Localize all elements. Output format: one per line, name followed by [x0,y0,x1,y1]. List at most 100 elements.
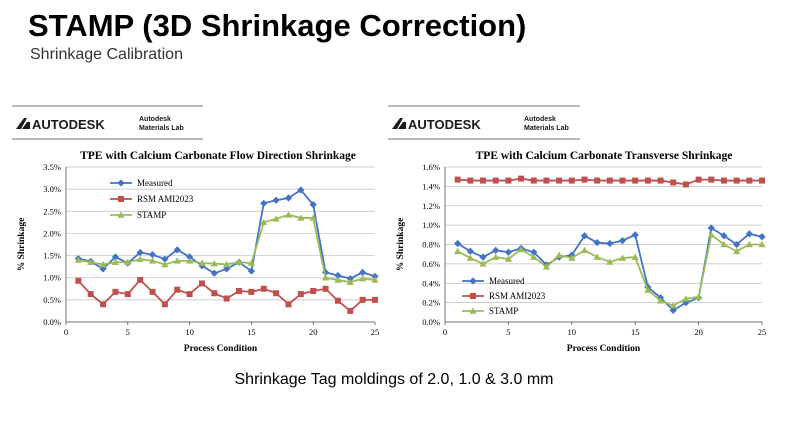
data-point [285,301,292,308]
data-point [644,177,651,184]
data-point [210,259,218,267]
data-point [543,177,550,184]
y-tick-label: 1.0% [43,273,61,283]
data-point [708,176,715,183]
legend-label: STAMP [137,210,166,220]
chart-title: TPE with Calcium Carbonate Flow Directio… [80,150,356,162]
data-point [632,177,639,184]
y-tick-label: 0.0% [422,317,440,327]
data-point [198,259,206,266]
data-point [334,297,341,304]
legend-marker [117,211,125,218]
y-tick-label: 0.4% [422,278,440,288]
autodesk-logo-icon-part [398,122,406,129]
data-point [656,297,665,304]
autodesk-logo-icon-part [22,122,30,129]
y-tick-label: 1.6% [422,162,440,172]
data-point [657,177,664,184]
data-point [542,263,551,270]
data-point [454,247,462,255]
x-tick-label: 25 [371,327,380,337]
legend-marker [469,277,477,285]
data-point [568,177,575,184]
logo-block-right: AUTODESK Autodesk Materials Lab [388,105,580,140]
data-point [161,301,168,308]
data-point [580,232,589,240]
data-point [297,214,305,221]
data-point [247,267,255,275]
data-point [174,286,181,293]
data-point [454,239,462,248]
x-tick-label: 5 [126,327,130,337]
materials-lab-line1: Autodesk [139,116,171,123]
data-point [371,276,379,283]
data-point [100,301,107,308]
data-point [479,253,487,261]
data-point [260,285,267,292]
data-point [530,248,538,256]
data-point [695,293,703,300]
data-point [346,278,354,285]
data-point [137,276,144,283]
y-tick-label: 0.6% [422,259,440,269]
data-point [454,176,461,183]
data-point [759,177,765,184]
data-point [235,258,243,266]
slide-caption: Shrinkage Tag moldings of 2.0, 1.0 & 3.0… [234,371,554,388]
data-point [492,253,500,260]
data-point [517,245,525,253]
data-point [309,214,317,221]
data-point [733,177,740,184]
data-point [682,295,690,302]
data-point [504,255,512,262]
data-point [87,258,95,266]
x-tick-label: 5 [506,327,510,337]
x-axis-label: Process Condition [567,344,641,354]
data-point [198,280,205,287]
data-point [556,177,563,184]
y-axis-label: % Shrinkage [17,218,27,272]
data-point [568,254,576,261]
data-point [136,248,144,257]
data-point [272,215,280,222]
data-point [746,177,753,184]
series-line-rsm-ami2023 [77,278,375,313]
data-point [297,291,304,298]
legend-label: STAMP [489,306,518,316]
materials-lab-line1: Autodesk [524,116,556,123]
data-point [593,253,601,260]
data-point [695,176,702,183]
autodesk-brand-text: AUTODESK [408,117,481,132]
data-point [223,260,231,268]
data-point [733,247,741,255]
y-tick-label: 3.0% [43,184,61,194]
y-tick-label: 2.5% [43,206,61,216]
data-point [124,258,132,266]
data-point [580,246,589,254]
data-point [260,218,268,226]
data-point [284,211,293,218]
data-point [99,265,107,273]
data-point [211,290,218,297]
data-point [555,251,563,258]
slide-subtitle: Shrinkage Calibration [30,46,183,63]
data-point [619,177,626,184]
data-point [260,199,268,207]
data-point [644,286,652,293]
data-point [359,268,367,276]
data-point [758,233,766,241]
data-point [758,240,766,248]
transverse-chart: TPE with Calcium Carbonate Transverse Sh… [396,150,766,354]
data-point [334,276,342,283]
data-point [173,257,181,264]
data-point [618,254,627,261]
y-tick-label: 3.5% [43,162,61,172]
data-point [745,230,753,238]
logo-block-left: AUTODESK Autodesk Materials Lab [12,105,203,140]
data-point [530,177,537,184]
data-point [99,260,107,268]
data-point [148,251,157,259]
data-point [87,291,94,298]
x-tick-label: 15 [631,327,640,337]
x-axis-label: Process Condition [184,344,258,354]
